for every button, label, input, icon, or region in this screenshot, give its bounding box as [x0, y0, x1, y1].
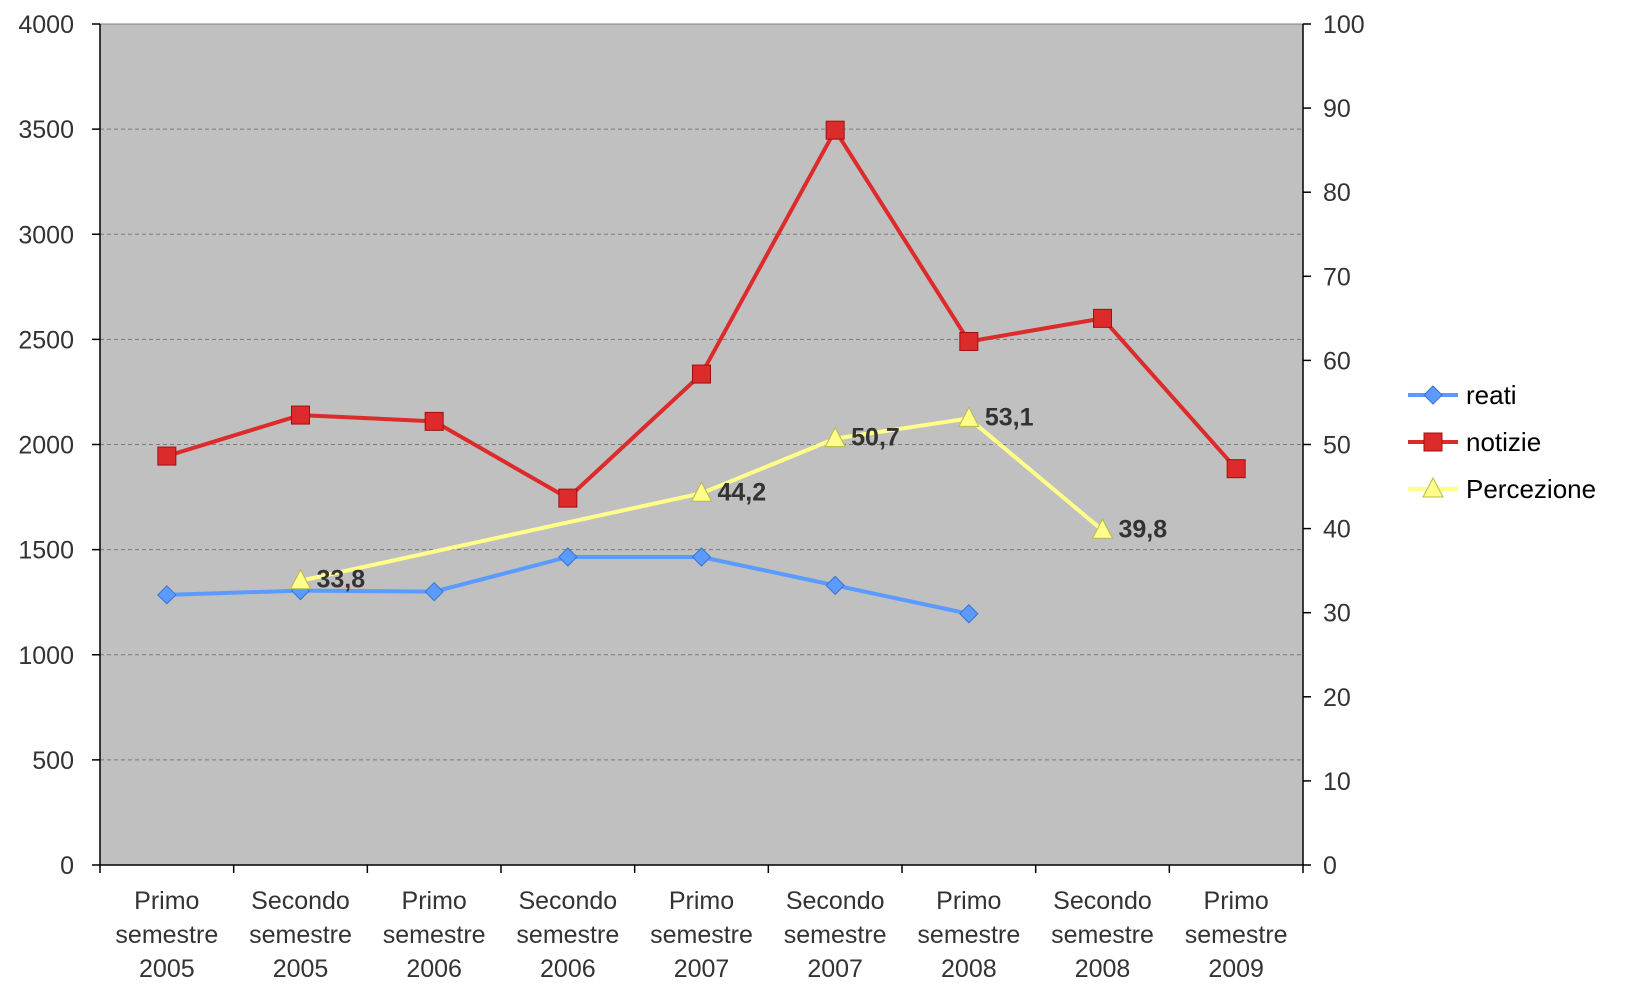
data-point-percezione — [1091, 518, 1114, 539]
right-axis-tick-label: 10 — [1323, 768, 1351, 796]
left-axis-tick-label: 4000 — [18, 11, 74, 39]
legend-marker-percezione — [1422, 476, 1444, 498]
data-point-percezione — [289, 568, 312, 590]
right-axis-tick-label: 80 — [1323, 179, 1351, 207]
left-axis-tick-label: 2500 — [18, 326, 74, 354]
legend-label-percezione: Percezione — [1466, 474, 1596, 504]
x-axis-tick-label: Secondo semestre 2007 — [784, 887, 887, 980]
data-point-notizie — [424, 411, 444, 431]
data-point-reati — [424, 581, 444, 602]
data-point-percezione — [824, 426, 846, 448]
x-axis-tick-label: Primo semestre 2008 — [917, 887, 1020, 980]
legend-marker-reati — [1423, 385, 1443, 405]
left-axis-tick-label: 2000 — [18, 432, 74, 460]
data-point-notizie — [1226, 459, 1246, 479]
legend-label-notizie: notizie — [1466, 427, 1541, 457]
data-point-notizie — [558, 488, 578, 508]
data-point-notizie — [959, 331, 979, 351]
x-axis-tick-label: Primo semestre 2009 — [1185, 887, 1288, 980]
data-point-notizie — [291, 405, 310, 425]
data-point-notizie — [825, 120, 845, 140]
right-axis-tick-label: 70 — [1323, 263, 1351, 291]
right-axis-tick-label: 90 — [1323, 95, 1351, 123]
x-axis-tick-label: Primo semestre 2006 — [383, 887, 486, 980]
left-axis-tick-label: 0 — [60, 852, 74, 880]
x-axis-tick-label: Primo semestre 2007 — [650, 887, 753, 980]
left-axis-tick-label: 1500 — [18, 537, 74, 565]
data-point-notizie — [1093, 308, 1112, 328]
data-point-reati — [558, 547, 578, 567]
right-axis-tick-label: 30 — [1323, 600, 1351, 628]
left-axis-tick-label: 3000 — [18, 221, 74, 249]
right-axis-tick-label: 40 — [1323, 516, 1351, 544]
data-point-reati — [825, 575, 845, 596]
x-axis-tick-label: Secondo semestre 2008 — [1051, 887, 1154, 980]
data-point-reati — [959, 604, 979, 624]
data-label: 39,8 — [1119, 515, 1168, 543]
left-axis-tick-label: 500 — [32, 747, 74, 775]
data-point-reati — [691, 547, 712, 567]
x-axis-tick-label: Secondo semestre 2006 — [516, 887, 619, 980]
right-axis-tick-label: 100 — [1323, 11, 1365, 39]
data-label: 33,8 — [317, 566, 366, 594]
left-axis-tick-label: 1000 — [18, 642, 74, 670]
legend-marker-notizie — [1423, 432, 1443, 452]
right-axis-tick-label: 60 — [1323, 347, 1351, 375]
data-point-percezione — [958, 406, 980, 427]
left-axis-tick-label: 3500 — [18, 116, 74, 144]
x-axis-tick-label: Primo semestre 2005 — [115, 887, 218, 980]
right-axis-tick-label: 50 — [1323, 432, 1351, 460]
data-point-reati — [157, 585, 177, 605]
data-label: 50,7 — [851, 424, 900, 452]
x-axis-tick-label: Secondo semestre 2005 — [249, 887, 352, 980]
right-axis-tick-label: 0 — [1323, 852, 1337, 880]
data-label: 44,2 — [718, 478, 767, 506]
data-point-notizie — [692, 364, 711, 384]
data-point-percezione — [690, 481, 713, 502]
data-label: 53,1 — [985, 403, 1034, 431]
data-point-notizie — [157, 446, 177, 466]
legend-label-reati: reati — [1466, 380, 1517, 410]
right-axis-tick-label: 20 — [1323, 684, 1351, 712]
